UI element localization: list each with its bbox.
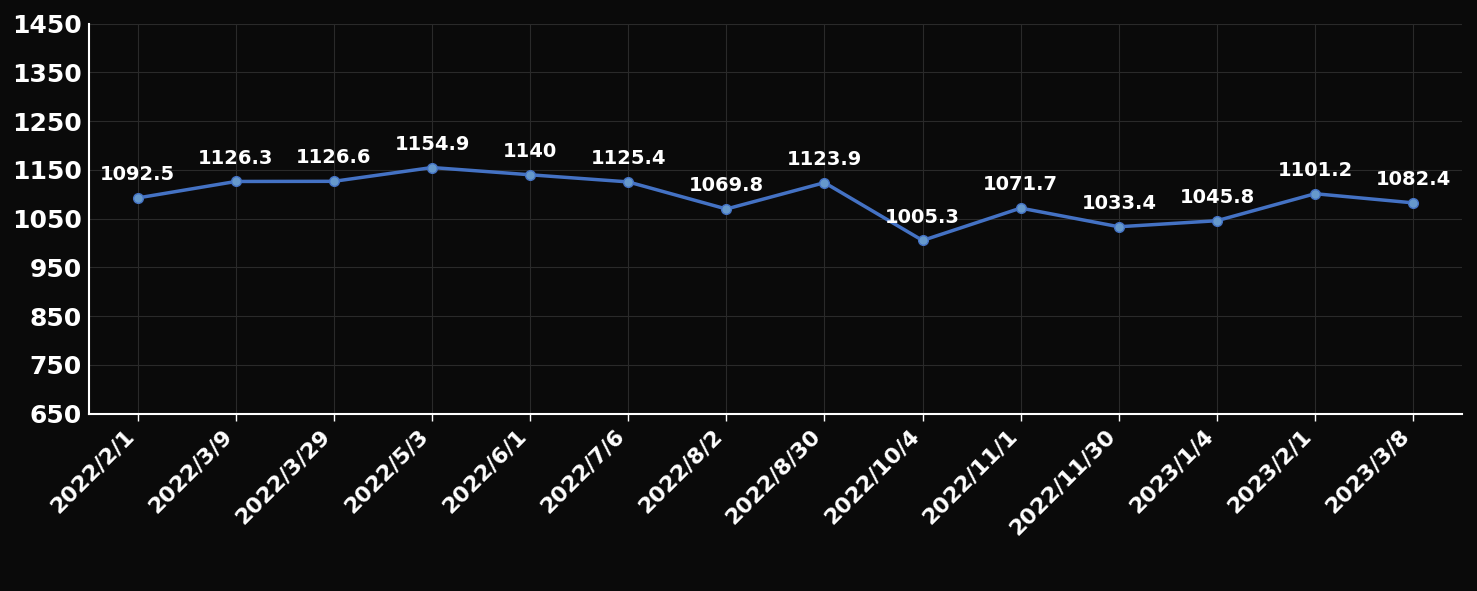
Text: 1092.5: 1092.5 — [100, 165, 176, 184]
Text: 1101.2: 1101.2 — [1278, 161, 1353, 180]
Text: 1126.6: 1126.6 — [297, 148, 372, 167]
Text: 1123.9: 1123.9 — [787, 150, 863, 169]
Text: 1045.8: 1045.8 — [1179, 188, 1254, 207]
Text: 1140: 1140 — [504, 142, 557, 161]
Text: 1071.7: 1071.7 — [984, 175, 1058, 194]
Text: 1125.4: 1125.4 — [591, 149, 666, 168]
Text: 1126.3: 1126.3 — [198, 148, 273, 168]
Text: 1154.9: 1154.9 — [394, 135, 470, 154]
Text: 1082.4: 1082.4 — [1375, 170, 1450, 189]
Text: 1069.8: 1069.8 — [688, 176, 764, 195]
Text: 1033.4: 1033.4 — [1081, 194, 1156, 213]
Text: 1005.3: 1005.3 — [885, 207, 960, 226]
